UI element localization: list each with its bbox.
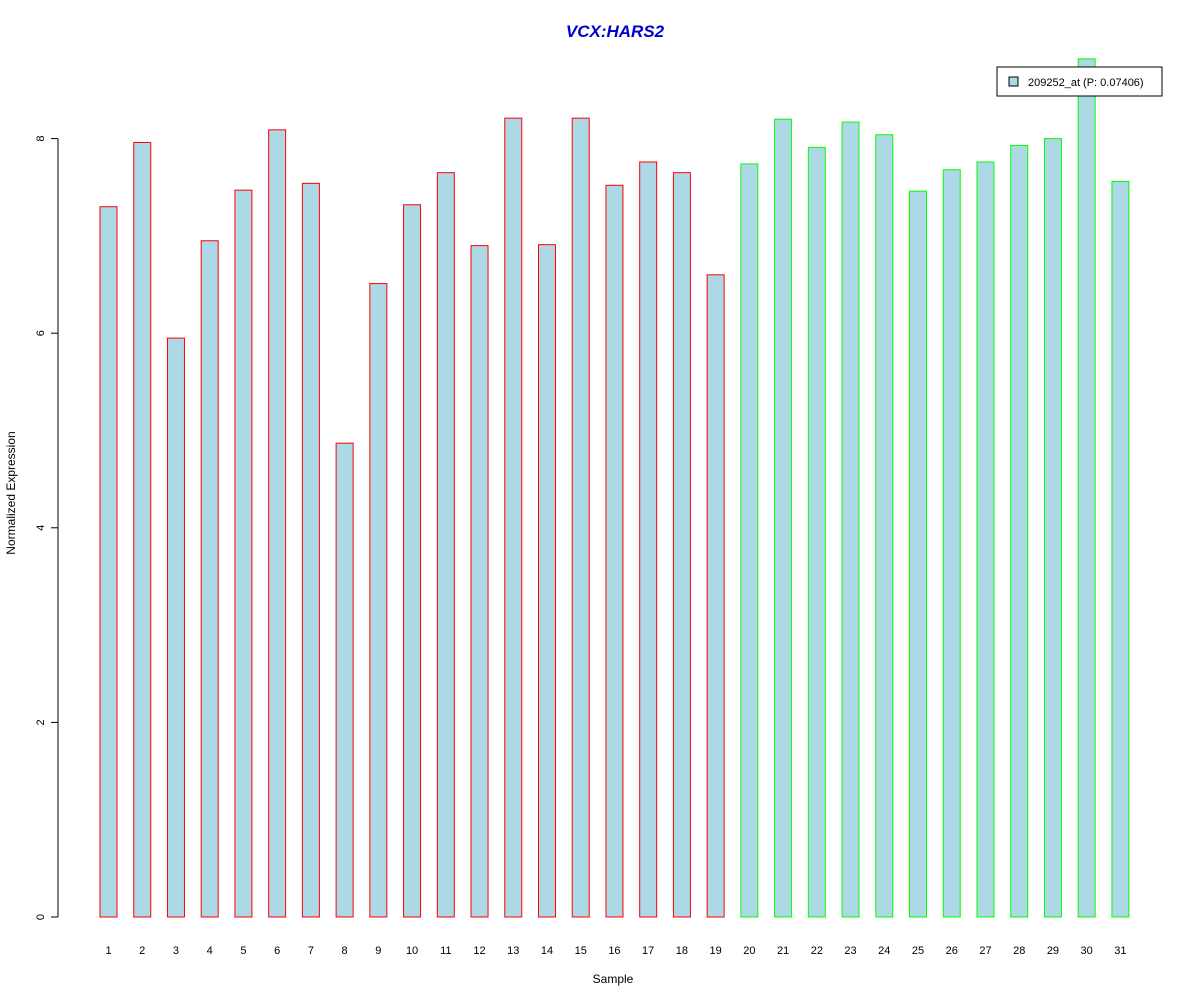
bar (234, 189, 253, 918)
bar (875, 134, 894, 918)
bars (99, 58, 1130, 918)
x-tick-label: 14 (541, 945, 553, 957)
bar (1043, 138, 1062, 918)
x-tick-label: 2 (139, 945, 145, 957)
bar (909, 190, 928, 918)
x-tick-labels: 1 2 3 4 5 6 7 8 9 10 11 12 13 14 15 16 17 18 19 20 21 22 23 24 2… (105, 945, 1126, 957)
x-tick-label: 3 (173, 945, 179, 957)
bar (1077, 58, 1096, 918)
bar (504, 117, 523, 918)
bar (807, 146, 826, 918)
x-tick-label: 29 (1047, 945, 1059, 957)
bar (470, 245, 489, 918)
x-tick-label: 1 (105, 945, 111, 957)
y-tick-label: 8 (35, 136, 47, 142)
x-tick-label: 23 (844, 945, 856, 957)
bar (335, 442, 354, 918)
legend: 209252_at (P: 0.07406) (996, 66, 1163, 97)
x-tick-label: 22 (811, 945, 823, 957)
y-tick-label: 0 (35, 914, 47, 920)
bar (537, 244, 556, 918)
bar (740, 163, 759, 918)
bar (774, 118, 793, 918)
legend-box (996, 66, 1163, 97)
bar (841, 121, 860, 918)
bar (1010, 144, 1029, 918)
x-tick-label: 24 (878, 945, 890, 957)
x-tick-label: 30 (1081, 945, 1093, 957)
x-tick-label: 20 (743, 945, 755, 957)
bar (268, 129, 287, 918)
x-tick-label: 5 (240, 945, 246, 957)
bar (571, 117, 590, 918)
bar (369, 283, 388, 918)
x-tick-label: 25 (912, 945, 924, 957)
y-tick-label: 2 (35, 719, 47, 725)
x-tick-label: 28 (1013, 945, 1025, 957)
y-axis: 0 2 4 6 8 (35, 136, 59, 920)
bar (672, 172, 691, 918)
chart-title: VCX:HARS2 (566, 22, 665, 41)
x-axis-label: Sample (593, 972, 634, 986)
x-tick-label: 8 (342, 945, 348, 957)
x-tick-label: 26 (946, 945, 958, 957)
x-tick-label: 31 (1114, 945, 1126, 957)
bar (403, 204, 422, 918)
y-tick-label: 4 (35, 525, 47, 531)
x-tick-label: 19 (710, 945, 722, 957)
x-tick-label: 21 (777, 945, 789, 957)
x-tick-label: 18 (676, 945, 688, 957)
bar (301, 182, 320, 918)
x-tick-label: 15 (575, 945, 587, 957)
bar (133, 141, 152, 918)
x-tick-label: 13 (507, 945, 519, 957)
x-tick-label: 9 (375, 945, 381, 957)
bar (976, 161, 995, 918)
x-tick-label: 27 (979, 945, 991, 957)
bar (942, 169, 961, 918)
bar (605, 184, 624, 918)
y-tick-label: 6 (35, 330, 47, 336)
x-tick-label: 11 (440, 945, 451, 957)
bar (436, 172, 455, 918)
bar (200, 240, 219, 918)
x-tick-label: 17 (642, 945, 654, 957)
x-tick-label: 6 (274, 945, 280, 957)
x-tick-label: 4 (207, 945, 213, 957)
x-tick-label: 16 (608, 945, 620, 957)
x-tick-label: 12 (473, 945, 485, 957)
bar (99, 206, 118, 918)
legend-series-label: 209252_at (P: 0.07406) (1028, 77, 1144, 89)
x-tick-label: 7 (308, 945, 314, 957)
legend-swatch (1008, 76, 1019, 87)
bar (1111, 180, 1130, 918)
bar (639, 161, 658, 918)
y-axis-label: Normalized Expression (4, 431, 18, 554)
x-tick-label: 10 (406, 945, 418, 957)
bar (166, 337, 185, 918)
bar (706, 274, 725, 918)
